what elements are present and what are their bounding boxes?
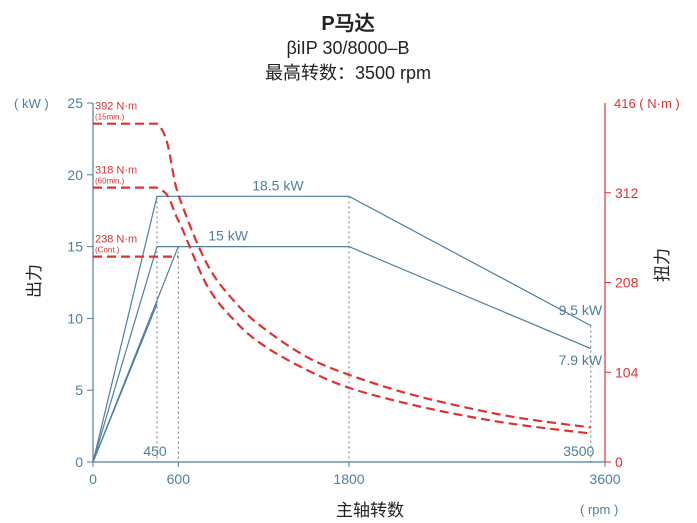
torque-label-0: 392 N·m	[95, 101, 137, 113]
right-tick-label: 0	[615, 454, 623, 470]
power-label-18-5: 18.5 kW	[252, 177, 304, 193]
torque-note-2: (Cont.)	[95, 246, 120, 255]
right-axis-title: 扭力	[653, 248, 672, 282]
curve-labels: 450 3500 18.5 kW 15 kW 9.5 kW 7.9 kW 392 N·m(1…	[95, 101, 603, 459]
chart-title: P马达	[321, 12, 374, 35]
guide-lines	[156, 196, 592, 462]
power-curves	[92, 195, 592, 463]
torque-note-1: (60min.)	[95, 177, 125, 186]
right-axis-unit: 416 ( N·m )	[614, 96, 680, 111]
left-tick-label: 15	[67, 239, 83, 255]
left-axis-unit: ( kW )	[14, 96, 49, 111]
left-tick-label: 0	[75, 454, 83, 470]
power-label-7-9: 7.9 kW	[559, 352, 603, 368]
torque-note-0: (15min.)	[95, 113, 125, 122]
x-tick-label: 1800	[333, 471, 364, 487]
power-curve-1	[92, 246, 592, 463]
power-curve-3	[92, 303, 158, 463]
x-axis-title: 主轴转数	[336, 501, 404, 520]
chart-subtitle-max-speed: 最高转数：3500 rpm	[265, 63, 431, 83]
left-axis-title: 出力	[25, 264, 44, 298]
axis-ticks: 0 5 10 15 20 25 0 104 208 312 0 600 1800 3600	[67, 95, 638, 487]
x-axis-unit: ( rpm )	[580, 502, 618, 517]
x-tick-label: 3600	[589, 471, 620, 487]
left-tick-label: 20	[67, 167, 83, 183]
marker-label-450: 450	[143, 443, 167, 459]
x-tick-label: 0	[89, 471, 97, 487]
torque-label-1: 318 N·m	[95, 165, 137, 177]
power-label-15: 15 kW	[208, 228, 248, 244]
marker-label-3500: 3500	[563, 443, 594, 459]
right-tick-label: 208	[615, 275, 639, 291]
power-label-9-5: 9.5 kW	[559, 302, 603, 318]
torque-curve-0	[93, 122, 591, 429]
power-curve-0	[92, 195, 592, 463]
torque-curves	[93, 122, 591, 435]
torque-curve-1	[93, 186, 591, 435]
torque-label-2: 238 N·m	[95, 234, 137, 246]
left-tick-label: 5	[75, 382, 83, 398]
left-tick-label: 10	[67, 310, 83, 326]
x-tick-label: 600	[167, 471, 191, 487]
left-tick-label: 25	[67, 95, 83, 111]
right-tick-label: 104	[615, 364, 639, 380]
right-tick-label: 312	[615, 185, 639, 201]
chart-subtitle: βiIP 30/8000–B	[286, 38, 409, 58]
